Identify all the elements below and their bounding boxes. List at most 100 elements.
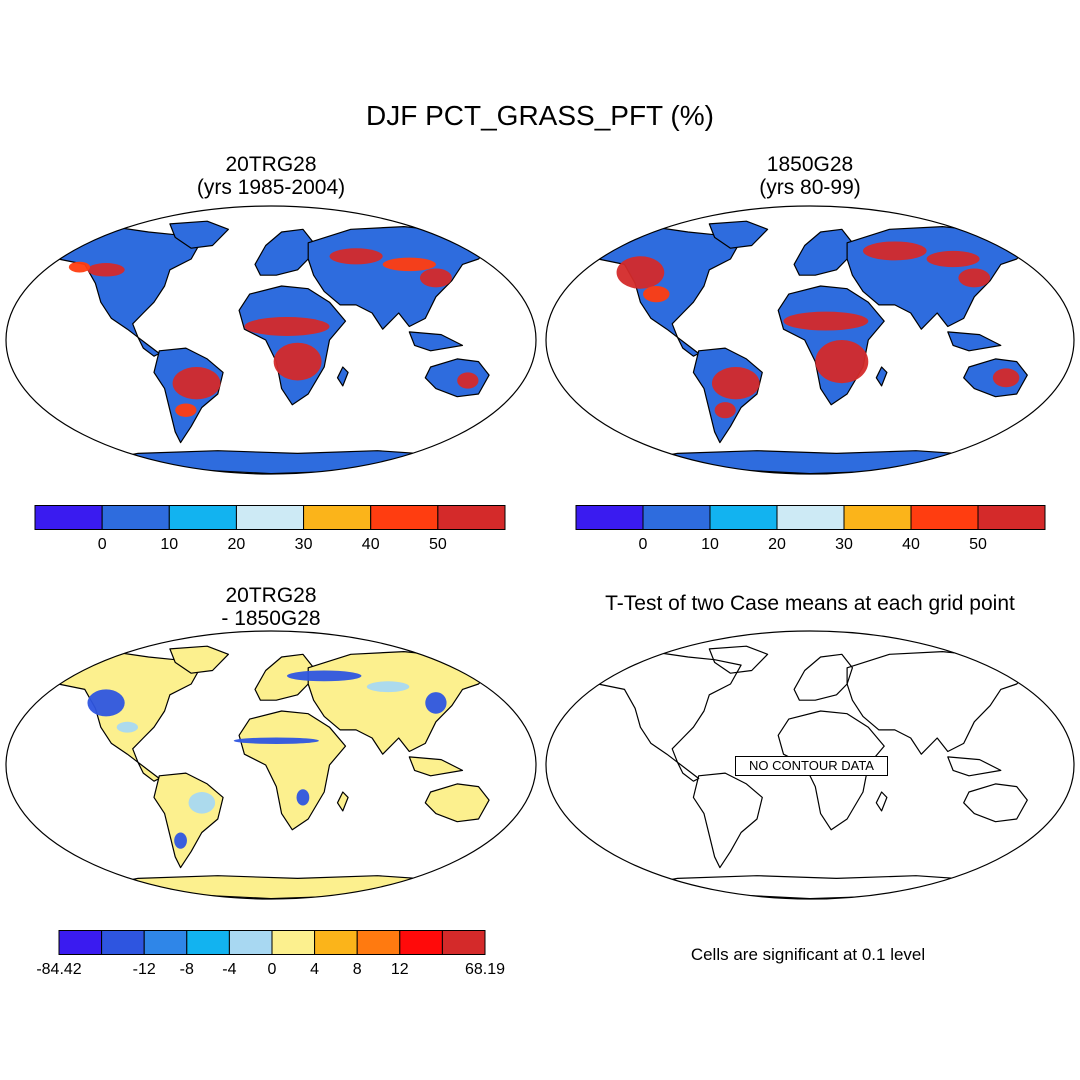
- panel-3-subtitle: - 1850G28: [221, 607, 321, 630]
- colorbar-swatch-5: [370, 505, 439, 530]
- field-patch-8: [296, 789, 310, 806]
- colorbar-swatch-6: [437, 505, 506, 530]
- panel-1-years: (yrs 1985-2004): [196, 176, 346, 199]
- field-patch-2: [172, 367, 221, 400]
- continent-greenland: [169, 220, 229, 249]
- colorbar-swatch-2: [168, 505, 237, 530]
- colorbar-swatch-6: [314, 930, 358, 955]
- colorbar-label: -84.42: [36, 961, 82, 978]
- continent-antarctica: [618, 450, 1012, 474]
- colorbar-swatch-0: [575, 505, 644, 530]
- field-patch-1: [68, 261, 91, 273]
- colorbar-label: 10: [160, 536, 179, 553]
- continent-southeast-asia-islands: [408, 756, 464, 777]
- continent-greenland: [708, 645, 769, 674]
- field-patch-5: [273, 342, 322, 381]
- map-border: [5, 205, 537, 475]
- field-patch-4: [783, 311, 869, 331]
- field-patch-9: [457, 372, 479, 389]
- panel-2-colorbar: [575, 505, 1046, 530]
- continent-antarctica: [78, 450, 474, 474]
- field-patch-4: [366, 681, 410, 693]
- continent-madagascar: [875, 791, 888, 812]
- colorbar-swatch-1: [101, 930, 145, 955]
- field-patch-9: [992, 368, 1020, 388]
- field-patch-2: [711, 367, 760, 400]
- colorbar-label: -8: [179, 961, 194, 978]
- panel-2-case-name: 1850G28: [766, 153, 854, 176]
- field-patch-1: [643, 286, 670, 303]
- colorbar-label: 4: [310, 961, 320, 978]
- colorbar-swatch-1: [642, 505, 711, 530]
- colorbar-label: 50: [428, 536, 447, 553]
- panel-2-title: 1850G28 (yrs 80-99): [545, 153, 1075, 199]
- colorbar-swatch-0: [34, 505, 103, 530]
- map-border: [545, 630, 1075, 900]
- continent-southeast-asia-islands: [947, 756, 1002, 777]
- colorbar-swatch-5: [910, 505, 979, 530]
- continent-australia: [424, 783, 490, 823]
- colorbar-label: 30: [835, 536, 853, 553]
- colorbar-swatch-7: [356, 930, 401, 955]
- significance-note: Cells are significant at 0.1 level: [690, 945, 926, 964]
- main-title: DJF PCT_GRASS_PFT (%): [366, 100, 714, 131]
- colorbar-swatch-3: [235, 505, 305, 530]
- continent-south-america: [692, 772, 763, 869]
- colorbar-swatch-5: [271, 930, 316, 955]
- continent-southeast-asia-islands: [408, 331, 464, 352]
- continent-madagascar: [336, 366, 349, 387]
- panel-1-colorbar: [34, 505, 506, 530]
- field-patch-6: [329, 248, 383, 265]
- continent-central-america: [137, 761, 160, 782]
- field-patch-0: [87, 689, 125, 717]
- panel-1-case-name: 20TRG28: [225, 153, 317, 176]
- colorbar-label: 68.19: [464, 961, 506, 978]
- colorbar-label: 20: [227, 536, 246, 553]
- field-patch-7: [174, 832, 187, 849]
- field-patch-7: [926, 250, 980, 268]
- continent-southeast-asia-islands: [947, 331, 1002, 352]
- continent-europe: [793, 653, 853, 701]
- panel-4-title-text: T-Test of two Case means at each grid po…: [605, 592, 1015, 615]
- colorbar-swatch-1: [101, 505, 170, 530]
- colorbar-label: 40: [902, 536, 920, 553]
- colorbar-swatch-3: [186, 930, 230, 955]
- colorbar-label: 8: [352, 961, 362, 978]
- colorbar-swatch-2: [143, 930, 188, 955]
- colorbar-label: 0: [638, 536, 648, 553]
- colorbar-label: 30: [294, 536, 313, 553]
- colorbar-swatch-3: [776, 505, 845, 530]
- colorbar-label: 20: [768, 536, 786, 553]
- colorbar-swatch-9: [441, 930, 486, 955]
- colorbar-label: 0: [267, 961, 277, 978]
- continent-greenland: [708, 220, 769, 249]
- panel-3-title: 20TRG28 - 1850G28: [5, 584, 537, 630]
- continent-north-america: [597, 651, 742, 763]
- colorbar-swatch-4: [843, 505, 912, 530]
- colorbar-swatch-2: [709, 505, 778, 530]
- field-patch-8: [958, 268, 991, 288]
- field-patch-7: [382, 257, 436, 272]
- colorbar-swatch-4: [303, 505, 372, 530]
- continent-central-america: [676, 761, 700, 782]
- field-patch-3: [286, 670, 362, 682]
- panel-3-map: [5, 630, 537, 900]
- panel-4-title: T-Test of two Case means at each grid po…: [545, 592, 1075, 615]
- field-patch-1: [116, 721, 138, 733]
- colorbar-swatch-0: [58, 930, 103, 955]
- field-patch-0: [87, 263, 125, 277]
- field-patch-3: [175, 403, 197, 417]
- colorbar-label: -4: [222, 961, 237, 978]
- field-patch-8: [419, 268, 452, 288]
- field-patch-5: [815, 340, 869, 384]
- field-patch-2: [233, 737, 319, 744]
- field-patch-0: [616, 256, 665, 289]
- continent-madagascar: [336, 791, 349, 812]
- map-border: [5, 630, 537, 900]
- colorbar-label: 10: [701, 536, 719, 553]
- field-patch-6: [863, 241, 927, 261]
- colorbar-label: -12: [132, 961, 156, 978]
- field-patch-3: [714, 402, 736, 419]
- panel-2-years: (yrs 80-99): [759, 176, 861, 199]
- continent-greenland: [169, 645, 229, 674]
